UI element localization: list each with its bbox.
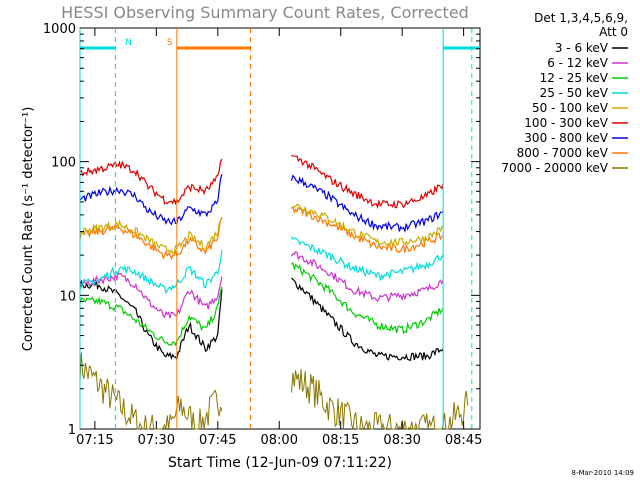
- y-axis-label: Corrected Count Rate (s⁻¹ detector⁻¹): [21, 107, 36, 352]
- y-tick-label: 1000: [43, 22, 76, 37]
- x-tick-label: 08:30: [383, 433, 420, 448]
- series-line-100-300-kev: [79, 154, 444, 210]
- annotation-label-s: S: [167, 38, 173, 48]
- y-tick-label: 10: [59, 289, 76, 304]
- legend-entry-label: 100 - 300 keV: [524, 116, 608, 130]
- legend-entry-label: 6 - 12 keV: [547, 56, 609, 70]
- series-line-12-25-kev: [79, 262, 444, 347]
- timestamp-footnote: 8-Mar-2010 14:09: [572, 469, 634, 477]
- series-line-25-50-kev: [79, 236, 444, 295]
- series-line-6-12-kev: [79, 251, 444, 319]
- x-tick-label: 08:45: [445, 433, 482, 448]
- x-tick-label: 07:15: [76, 433, 113, 448]
- series-line-50-100-kev: [79, 203, 444, 255]
- legend-entry-label: 25 - 50 keV: [540, 86, 609, 100]
- x-axis-label: Start Time (12-Jun-09 07:11:22): [168, 455, 392, 471]
- legend-entry-label: 800 - 7000 keV: [517, 146, 609, 160]
- legend-entry-label: 50 - 100 keV: [532, 101, 609, 115]
- x-tick-label: 08:15: [322, 433, 359, 448]
- x-tick-label: 07:30: [138, 433, 175, 448]
- series-line-800-7000-kev: [79, 206, 444, 261]
- y-tick-label: 1: [68, 423, 76, 438]
- legend-entry-label: 7000 - 20000 keV: [501, 161, 608, 175]
- legend-entry-label: 300 - 800 keV: [524, 131, 608, 145]
- legend-entry-label: 3 - 6 keV: [555, 41, 609, 55]
- axes: 07:15 07:30 07:45 08:00 08:15 08:30 08:45 1 10 10…: [43, 22, 482, 448]
- chart-title: HESSI Observing Summary Count Rates, Cor…: [61, 3, 469, 22]
- series-line-300-800-kev: [79, 173, 444, 234]
- annotation-label-n: N: [125, 38, 132, 48]
- legend-header-line-2: Att 0: [599, 25, 628, 39]
- x-tick-label: 07:45: [199, 433, 236, 448]
- series-line-3-6-kev: [79, 277, 444, 362]
- legend-header-line-1: Det 1,3,4,5,6,9,: [534, 11, 628, 25]
- series-lines: [79, 154, 469, 431]
- y-tick-label: 100: [51, 156, 76, 171]
- x-tick-label: 08:00: [261, 433, 298, 448]
- legend-entry-label: 12 - 25 keV: [540, 71, 609, 85]
- plot-area: [79, 27, 481, 430]
- series-line-7000-20000-kev: [79, 352, 469, 431]
